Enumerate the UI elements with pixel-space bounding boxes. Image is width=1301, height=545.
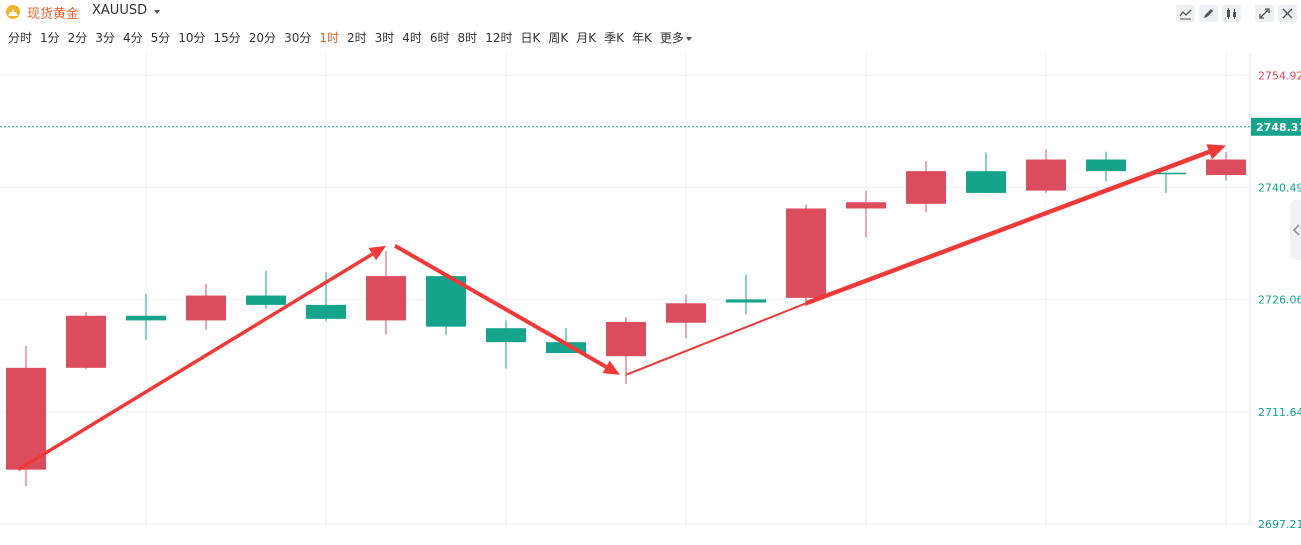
timeframe-21[interactable]: 年K	[631, 31, 652, 45]
candle-body	[246, 295, 286, 305]
timeframe-8[interactable]: 20分	[248, 31, 277, 45]
timeframe-1[interactable]: 1分	[40, 31, 60, 45]
timeframe-20[interactable]: 季K	[604, 31, 624, 45]
candle-body	[186, 295, 226, 321]
candle-body	[666, 303, 706, 323]
timeframe-12[interactable]: 3时	[374, 31, 395, 45]
timeframe-22[interactable]: 更多	[660, 29, 700, 45]
timeframe-3[interactable]: 3分	[95, 31, 115, 45]
trend-arrow-up-1-shaft	[17, 252, 374, 472]
timeframe-10[interactable]: 1时	[319, 31, 339, 45]
candle-body	[786, 208, 826, 298]
trend-arrow-up-1-head	[368, 245, 386, 261]
y-tick-label: 2697.21	[1258, 518, 1301, 531]
timeframe-11[interactable]: 2时	[346, 31, 367, 45]
timeframe-5[interactable]: 5分	[150, 31, 171, 45]
timeframe-14[interactable]: 6时	[429, 31, 450, 45]
current-price-label: 2748.31	[1256, 121, 1301, 134]
chart-header: 现货黄金 XAUUSD	[0, 0, 1301, 24]
line-tool-icon[interactable]	[1176, 5, 1195, 22]
candle-body	[6, 367, 46, 470]
collapse-panel-button[interactable]	[1290, 200, 1301, 260]
fullscreen-icon[interactable]	[1255, 5, 1274, 22]
candle-body	[906, 171, 946, 204]
candle-body	[1026, 159, 1066, 191]
y-tick-label: 2740.49	[1258, 182, 1301, 195]
instrument-title[interactable]: 现货黄金	[27, 7, 80, 22]
timeframe-13[interactable]: 4时	[402, 31, 422, 45]
timeframe-16[interactable]: 12时	[485, 31, 513, 45]
timeframe-2[interactable]: 2分	[67, 31, 88, 45]
timeframe-4[interactable]: 4分	[122, 31, 143, 45]
close-icon[interactable]	[1278, 5, 1297, 22]
timeframe-15[interactable]: 8时	[457, 31, 478, 45]
candle-body	[606, 321, 646, 357]
candle-body	[546, 342, 586, 354]
trend-arrow-up-2-shaft	[805, 149, 1210, 306]
y-tick-label: 2726.06	[1258, 294, 1301, 307]
candle-body	[486, 328, 526, 343]
candle-body	[66, 315, 106, 368]
y-tick-label: 2711.64	[1258, 406, 1301, 419]
timeframe-19[interactable]: 月K	[576, 31, 597, 45]
candle-body	[966, 171, 1006, 193]
gold-logo-icon	[6, 5, 20, 19]
draw-tool-icon[interactable]	[1199, 5, 1218, 22]
more-dropdown-icon[interactable]	[685, 36, 692, 41]
current-price-tag	[1251, 117, 1301, 136]
timeframe-7[interactable]: 15分	[213, 31, 241, 45]
timeframe-bar: 分时 1分 2分 3分 4分 5分 10分 15分 20分 30分 1时 2时 3时 4时 6时 8时 12时日…	[8, 29, 708, 45]
candle-body	[306, 304, 346, 319]
candle-body	[1086, 159, 1126, 172]
candle-body	[126, 315, 166, 321]
candle-body	[1146, 172, 1186, 175]
symbol-dropdown-icon[interactable]	[154, 10, 160, 14]
candle-body	[846, 202, 886, 209]
timeframe-18[interactable]: 周K	[548, 31, 569, 45]
trend-arrow-down-shaft	[394, 244, 608, 369]
instrument-symbol[interactable]: XAUUSD	[92, 3, 148, 18]
timeframe-0[interactable]: 分时	[8, 31, 33, 45]
candle-style-icon[interactable]	[1222, 5, 1241, 22]
timeframe-6[interactable]: 10分	[178, 31, 206, 45]
trend-arrow-down-head	[602, 360, 620, 375]
y-tick-label: 2754.92	[1258, 69, 1301, 82]
candle-body	[726, 299, 766, 303]
trend-arrow-up-2-head	[1206, 144, 1226, 160]
timeframe-9[interactable]: 30分	[284, 31, 312, 45]
candle-body	[366, 276, 406, 321]
timeframe-17[interactable]: 日K	[520, 31, 541, 45]
candle-body	[1206, 159, 1246, 176]
trend-line-thin	[625, 302, 807, 376]
